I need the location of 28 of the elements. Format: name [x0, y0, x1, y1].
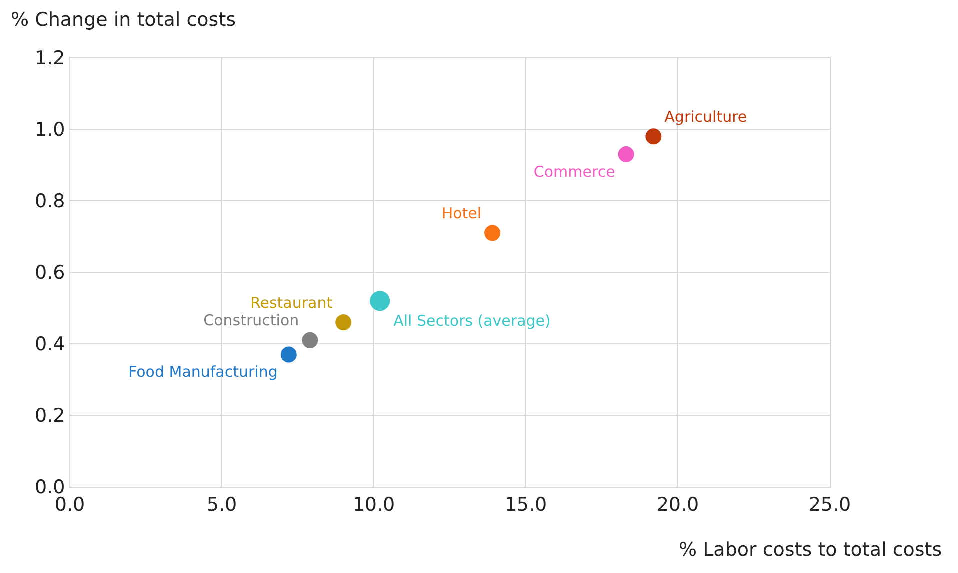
series-label: Food Manufacturing — [128, 362, 278, 381]
point — [618, 146, 634, 163]
x-tick-label: 0.0 — [54, 494, 86, 516]
series-label: Restaurant — [250, 294, 333, 312]
y-tick-label: 1.0 — [34, 119, 66, 142]
point — [370, 291, 390, 312]
x-tick-label: 25.0 — [808, 494, 852, 516]
y-tick-label: 1.2 — [34, 48, 66, 70]
x-tick-label: 10.0 — [352, 494, 396, 516]
x-axis-title: % Labor costs to total costs — [679, 539, 942, 561]
series-label: Agriculture — [664, 108, 748, 126]
series-label: Hotel — [442, 204, 482, 222]
point — [280, 346, 297, 363]
series-label: All Sectors (average) — [394, 312, 551, 330]
y-tick-label: 0.6 — [34, 262, 66, 284]
point — [484, 225, 501, 242]
x-tick-label: 20.0 — [656, 494, 700, 516]
series-label: Commerce — [534, 162, 616, 181]
point — [336, 314, 352, 331]
y-tick-label: 0.2 — [34, 405, 66, 428]
y-axis-title: % Change in total costs — [11, 9, 236, 31]
x-tick-label: 15.0 — [504, 494, 548, 516]
point — [302, 332, 318, 348]
y-tick-label: 0.4 — [34, 334, 66, 356]
x-tick-label: 5.0 — [206, 494, 238, 516]
point — [646, 128, 662, 145]
y-tick-label: 0.8 — [34, 190, 66, 213]
series-label: Construction — [204, 312, 300, 330]
